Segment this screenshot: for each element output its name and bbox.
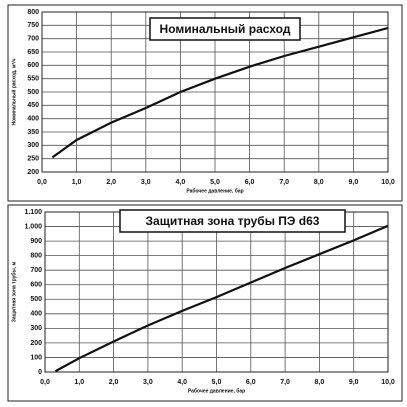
y-tick-label: 800 — [30, 252, 42, 259]
y-tick-label: 450 — [27, 102, 39, 109]
x-tick-label: 9,0 — [349, 379, 359, 386]
x-tick-label: 10,0 — [381, 179, 395, 186]
x-tick-label: 5,0 — [212, 379, 222, 386]
y-tick-label: 800 — [27, 9, 39, 16]
y-tick-label: 700 — [30, 267, 42, 274]
y-tick-label: 400 — [30, 311, 42, 318]
y-tick-label: 1.000 — [24, 223, 42, 230]
y-tick-label: 700 — [27, 36, 39, 43]
data-line — [54, 224, 389, 373]
y-tick-label: 0 — [38, 369, 42, 376]
title-box — [119, 209, 346, 233]
y-tick-label: 300 — [30, 325, 42, 332]
y-tick-label: 250 — [27, 156, 39, 163]
y-tick-label: 500 — [30, 296, 42, 303]
x-tick-label: 4,0 — [176, 179, 186, 186]
x-tick-label: 5,0 — [210, 179, 220, 186]
x-axis-label: Рабочее давление, бар — [188, 387, 245, 394]
y-axis-label: Номинальный расход, м³/ч — [10, 58, 17, 125]
y-tick-label: 600 — [27, 62, 39, 69]
x-tick-label: 1,0 — [74, 379, 84, 386]
chart: 0 100 200 300 400 500 600 700 800 900 1.000 1.100 0,… — [7, 204, 403, 402]
title-box — [149, 17, 301, 41]
chart-frame — [7, 204, 403, 402]
x-tick-label: 1,0 — [72, 179, 82, 186]
chart-frame — [7, 4, 403, 202]
y-tick-label: 650 — [27, 49, 39, 56]
x-tick-label: 0,0 — [40, 379, 50, 386]
y-tick-label: 400 — [27, 116, 39, 123]
chart: 200 250 300 350 400 450 500 550 600 650 700 750 800 0… — [7, 4, 403, 202]
y-tick-label: 750 — [27, 22, 39, 29]
x-tick-label: 4,0 — [177, 379, 187, 386]
y-tick-label: 500 — [27, 89, 39, 96]
y-tick-label: 300 — [27, 142, 39, 149]
y-tick-label: 600 — [30, 282, 42, 289]
y-tick-label: 100 — [30, 354, 42, 361]
x-tick-label: 8,0 — [315, 379, 325, 386]
y-tick-label: 900 — [30, 238, 42, 245]
chart-title: Защитная зона трубы ПЭ d63 — [146, 214, 320, 228]
x-tick-label: 6,0 — [246, 379, 256, 386]
x-tick-label: 2,0 — [106, 179, 116, 186]
chart-title: Номинальный расход — [160, 22, 291, 36]
x-tick-label: 3,0 — [143, 379, 153, 386]
y-axis-label: Защитная зона трубы, м — [10, 261, 17, 322]
x-tick-label: 10,0 — [381, 379, 395, 386]
x-tick-label: 3,0 — [141, 179, 151, 186]
x-axis-label: Рабочее давление, бар — [186, 187, 243, 194]
y-tick-label: 200 — [30, 340, 42, 347]
y-tick-label: 200 — [27, 169, 39, 176]
y-tick-label: 350 — [27, 129, 39, 136]
x-tick-label: 0,0 — [37, 179, 47, 186]
x-tick-label: 7,0 — [279, 179, 289, 186]
x-tick-label: 8,0 — [314, 179, 324, 186]
y-tick-label: 1.100 — [24, 209, 42, 216]
x-tick-label: 6,0 — [245, 179, 255, 186]
x-tick-label: 9,0 — [349, 179, 359, 186]
data-line — [51, 26, 389, 159]
y-tick-label: 550 — [27, 76, 39, 83]
x-tick-label: 7,0 — [280, 379, 290, 386]
plot-border — [41, 11, 389, 173]
x-tick-label: 2,0 — [109, 379, 119, 386]
